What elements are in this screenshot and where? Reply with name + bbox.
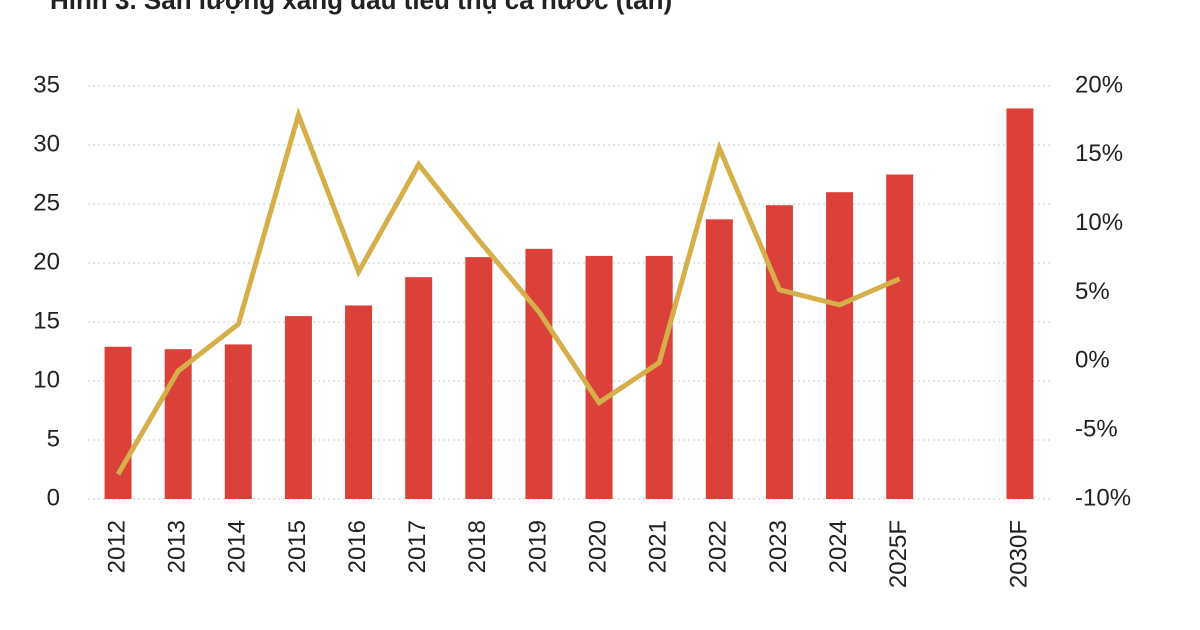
x-tick-label: 2015 — [284, 520, 311, 573]
y2-tick-label: 0% — [1075, 347, 1110, 374]
x-tick-label: 2023 — [765, 520, 792, 573]
y2-tick-label: -5% — [1075, 416, 1118, 443]
x-tick-label: 2025F — [885, 520, 912, 588]
x-tick-label: 2016 — [344, 520, 371, 573]
y-tick-label: 0 — [47, 484, 60, 511]
bar — [765, 205, 793, 499]
x-tick-label: 2018 — [464, 520, 491, 573]
bar — [224, 344, 252, 499]
x-tick-label: 2013 — [164, 520, 191, 573]
y2-tick-label: 15% — [1075, 140, 1123, 167]
x-tick-label: 2017 — [404, 520, 431, 573]
bar — [826, 192, 854, 499]
bar — [104, 346, 132, 499]
bar — [705, 219, 733, 499]
bar — [405, 277, 433, 499]
y-tick-label: 10 — [33, 366, 60, 393]
x-tick-label: 2012 — [103, 520, 130, 573]
y2-tick-label: 20% — [1075, 71, 1123, 98]
x-tick-label: 2021 — [645, 520, 672, 573]
y-tick-label: 35 — [33, 71, 60, 98]
y-tick-label: 20 — [33, 248, 60, 275]
bar — [645, 255, 673, 499]
y-tick-label: 15 — [33, 307, 60, 334]
bar — [465, 257, 493, 499]
y2-tick-label: 5% — [1075, 278, 1110, 305]
x-tick-label: 2030F — [1005, 520, 1032, 588]
y2-tick-label: -10% — [1075, 484, 1131, 511]
y-tick-label: 25 — [33, 189, 60, 216]
chart-title: Hình 3. Sản lượng xăng dầu tiêu thụ cả n… — [50, 0, 672, 15]
bar — [284, 316, 312, 499]
bar — [345, 305, 373, 499]
bar — [1006, 108, 1034, 500]
x-tick-label: 2020 — [584, 520, 611, 573]
bar — [525, 248, 553, 499]
bar — [585, 255, 613, 499]
y-tick-label: 30 — [33, 130, 60, 157]
x-tick-label: 2022 — [705, 520, 732, 573]
y-tick-label: 5 — [47, 425, 60, 452]
x-tick-label: 2019 — [524, 520, 551, 573]
bar — [886, 174, 914, 499]
line — [115, 107, 901, 476]
x-tick-label: 2014 — [224, 520, 251, 573]
y2-tick-label: 10% — [1075, 209, 1123, 236]
x-tick-label: 2024 — [825, 520, 852, 573]
